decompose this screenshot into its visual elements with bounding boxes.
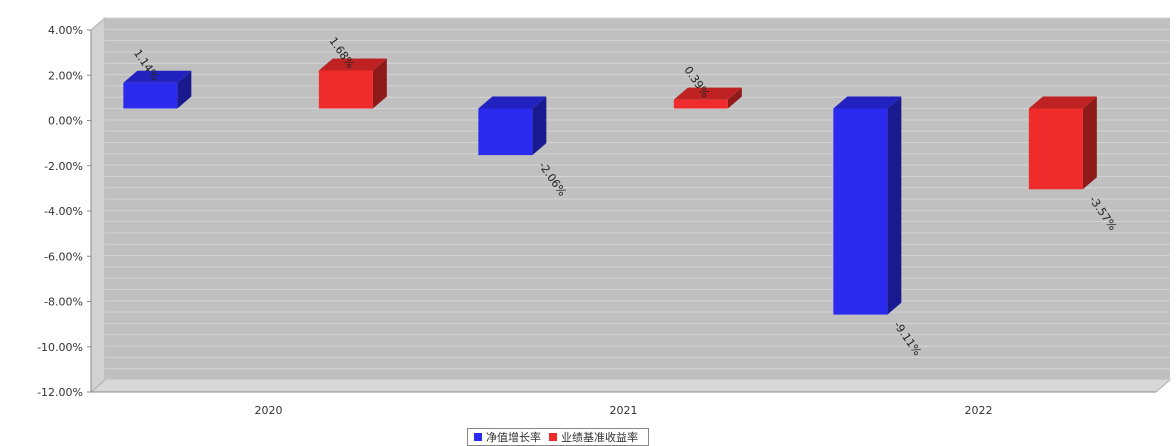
bar-top — [833, 96, 902, 109]
y-tick-label: -10.00% — [37, 341, 83, 354]
legend: 净值增长率 业绩基准收益率 — [467, 428, 649, 446]
bar-chart-svg: 4.00% 2.00% 0.00% -2.00% -4.00% -6.00% -8.00% -… — [37, 16, 1172, 417]
x-tick-label: 2022 — [965, 404, 993, 417]
y-tick-label: -12.00% — [37, 386, 83, 399]
y-tick-label: 0.00% — [48, 115, 83, 128]
legend-label-nav-growth: 净值增长率 — [486, 431, 541, 444]
plot-side-wall — [90, 16, 106, 394]
bar-top — [478, 96, 547, 109]
y-tick-label: -2.00% — [44, 160, 83, 173]
bar-side — [887, 96, 902, 315]
legend-swatch-nav-growth — [474, 433, 482, 441]
y-tick-label: -8.00% — [44, 296, 83, 309]
bar-side — [727, 87, 742, 109]
bar-side — [532, 96, 547, 156]
bar — [673, 99, 728, 109]
bar — [1028, 108, 1083, 190]
legend-swatch-benchmark — [549, 433, 557, 441]
bar-side — [177, 70, 192, 109]
bar — [833, 108, 888, 315]
bar — [318, 70, 373, 109]
legend-label-benchmark: 业绩基准收益率 — [561, 431, 638, 444]
bar-top — [1028, 96, 1097, 109]
bar — [123, 82, 178, 109]
y-tick-label: -4.00% — [44, 205, 83, 218]
x-tick-label: 2021 — [610, 404, 638, 417]
plot-floor — [89, 379, 1172, 393]
bar — [478, 108, 533, 156]
y-tick-label: 4.00% — [48, 24, 83, 37]
bar-side — [372, 58, 387, 109]
legend-item-nav-growth: 净值增长率 — [472, 429, 541, 445]
bar-top — [123, 70, 192, 83]
legend-item-benchmark: 业绩基准收益率 — [547, 429, 638, 445]
x-tick-label: 2020 — [255, 404, 283, 417]
y-tick-label: -6.00% — [44, 250, 83, 263]
bar-top — [673, 87, 742, 100]
bar-side — [1082, 96, 1097, 190]
bar-top — [318, 58, 387, 71]
y-tick-label: 2.00% — [48, 69, 83, 82]
